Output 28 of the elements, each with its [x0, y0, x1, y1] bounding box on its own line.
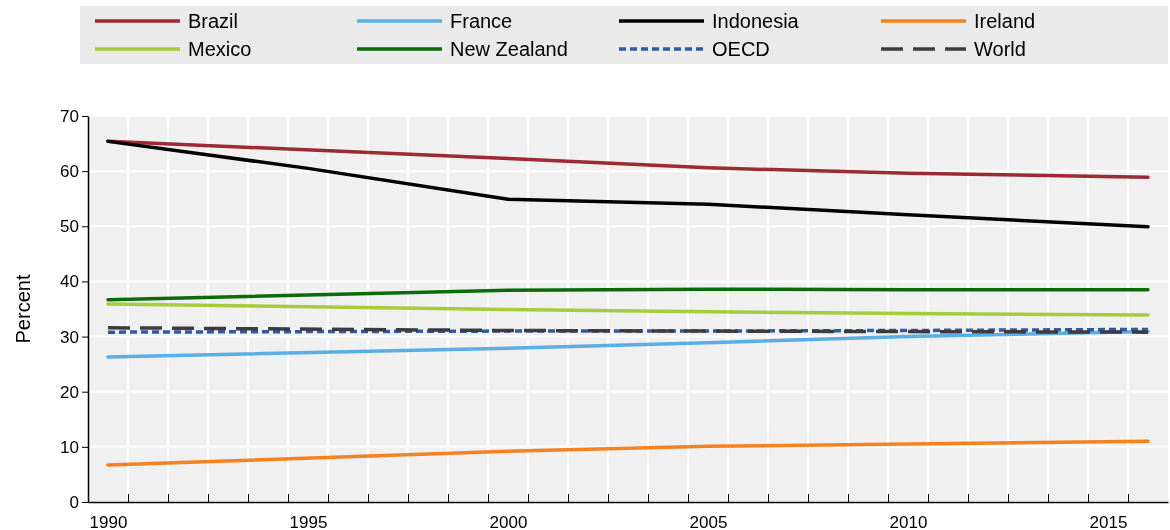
y-tick-label: 30: [60, 327, 79, 347]
y-tick-label: 20: [60, 382, 79, 402]
y-tick-label: 70: [60, 106, 79, 126]
legend-label: Ireland: [974, 10, 1036, 32]
line-series: [106, 329, 1150, 359]
y-tick-label: 10: [60, 437, 79, 457]
legend-label: World: [974, 38, 1026, 60]
line-series: [106, 302, 1150, 317]
legend-label: New Zealand: [450, 38, 568, 60]
x-tick-label: 2010: [889, 513, 928, 530]
line-series: [106, 287, 1150, 302]
line-series: [106, 139, 1150, 229]
x-tick-label: 2015: [1089, 513, 1128, 530]
line-series: [106, 439, 1150, 467]
y-tick-label: 0: [69, 492, 79, 512]
legend-label: OECD: [712, 38, 770, 60]
legend-label: Indonesia: [712, 10, 800, 32]
x-tick-label: 1995: [289, 513, 328, 530]
legend-label: France: [450, 10, 513, 32]
x-tick-label: 2005: [689, 513, 728, 530]
x-tick-label: 2000: [489, 513, 528, 530]
y-tick-label: 60: [60, 162, 79, 182]
legend-label: Brazil: [188, 10, 239, 32]
y-axis-title: Percent: [12, 274, 34, 344]
legend-label: Mexico: [188, 38, 252, 60]
y-tick-label: 50: [60, 217, 79, 237]
x-tick-label: 1990: [89, 513, 128, 530]
y-tick-label: 40: [60, 272, 79, 292]
